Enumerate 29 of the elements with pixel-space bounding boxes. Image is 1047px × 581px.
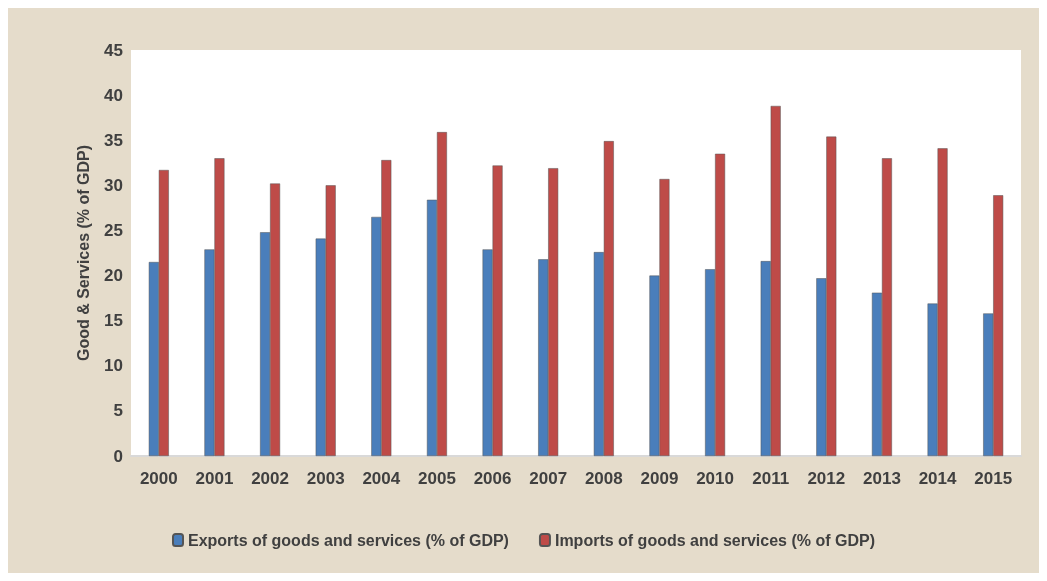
x-tick-label: 2002 [251, 469, 289, 488]
x-tick-label: 2009 [640, 469, 679, 488]
y-tick-label: 35 [104, 130, 123, 150]
x-tick-label: 2004 [362, 469, 401, 488]
x-tick-label: 2015 [974, 469, 1013, 488]
x-tick-label: 2006 [473, 469, 512, 488]
y-axis-title: Good & Services (% of GDP) [74, 144, 92, 362]
y-tick-label: 15 [104, 311, 123, 331]
x-tick-label: 2008 [584, 469, 623, 488]
x-tick-label: 2010 [696, 469, 734, 488]
x-tick-label: 2007 [529, 469, 568, 488]
y-tick-label: 10 [104, 356, 123, 376]
x-tick-label: 2000 [139, 469, 178, 488]
x-tick-label: 2012 [807, 469, 846, 488]
x-tick-label: 2003 [306, 469, 345, 488]
y-tick-label: 20 [104, 266, 123, 286]
y-tick-label: 40 [104, 85, 123, 105]
y-tick-label: 45 [104, 40, 123, 60]
y-tick-label: 5 [113, 401, 123, 421]
x-tick-label: 2014 [918, 469, 958, 488]
y-tick-label: 0 [113, 446, 123, 466]
x-tick-label: 2005 [418, 469, 456, 488]
y-tick-label: 25 [104, 220, 123, 240]
y-tick-label: 30 [104, 175, 123, 195]
legend-label: Imports of goods and services (% of GDP) [554, 531, 875, 549]
x-tick-label: 2011 [752, 469, 790, 488]
x-tick-label: 2001 [195, 469, 234, 488]
x-tick-label: 2013 [863, 469, 901, 488]
legend-label: Exports of goods and services (% of GDP) [188, 531, 509, 549]
